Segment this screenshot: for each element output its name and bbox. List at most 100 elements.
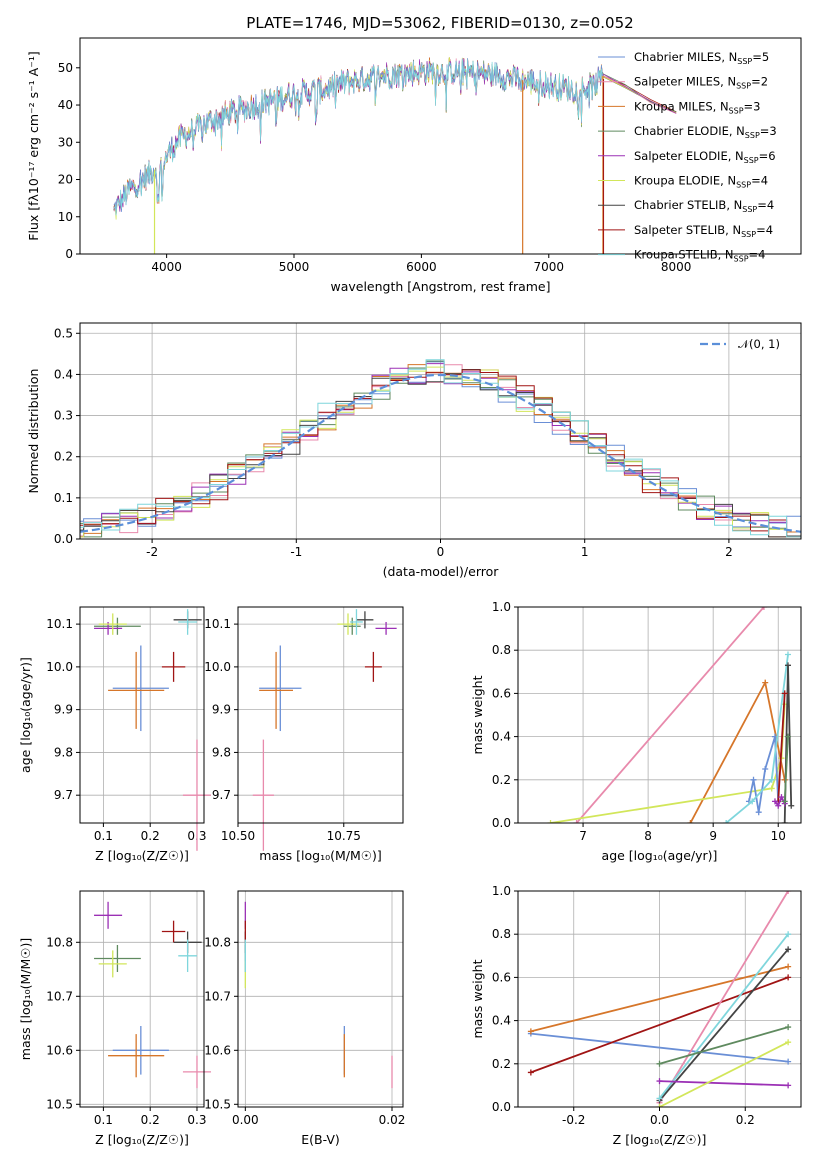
- hist-ytick-label: 0.5: [54, 326, 73, 340]
- hist-ytick-label: 0.2: [54, 450, 73, 464]
- weight-vs-age-marker-kroupa_miles: [687, 820, 694, 823]
- weight-vs-z-xtick-label: 0.2: [736, 1113, 755, 1127]
- hist-steps: [80, 359, 801, 538]
- mass-vs-z-xtick-label: 0.3: [187, 1113, 206, 1127]
- age-vs-z-xtick-label: 0.2: [141, 829, 160, 843]
- legend-label-kroupa_miles: Kroupa MILES, NSSP=3: [634, 99, 760, 115]
- age-vs-z-xlabel: Z [log₁₀(Z/Z☉)]: [95, 848, 189, 863]
- weight-vs-z-marker-salpeter_miles: [785, 891, 792, 894]
- weight-vs-z-ytick-label: 0.4: [492, 1014, 511, 1028]
- weight-vs-age-marker-salpeter_elodie: [775, 802, 782, 809]
- legend-subscript: SSP: [742, 205, 757, 214]
- mass-vs-ebv-ytick-label: 10.8: [204, 935, 231, 949]
- hist-xtick-label: -1: [290, 545, 302, 559]
- weight-vs-age-marker-kroupa_elodie: [768, 785, 775, 792]
- mass-vs-z-ytick-label: 10.8: [46, 935, 73, 949]
- weight-vs-z-line-salpeter_miles: [658, 891, 789, 1104]
- age-vs-z-ytick-label: 10.0: [46, 660, 73, 674]
- weight-vs-age-ylabel: mass weight: [470, 675, 485, 754]
- hist-xlabel: (data-model)/error: [383, 564, 500, 579]
- hist-frame: [79, 322, 802, 540]
- weight-vs-age-frame: [517, 606, 802, 824]
- weight-vs-z-marker-kroupa_elodie: [785, 1039, 792, 1046]
- age-vs-mass-xtick-label: 10.75: [327, 829, 361, 843]
- weight-vs-z-marker-kroupa_stelib: [656, 1095, 663, 1102]
- weight-vs-z-line-kroupa_stelib: [658, 933, 789, 1099]
- age-vs-mass-xlabel: mass [log₁₀(M/M☉)]: [259, 848, 381, 863]
- legend-count: =3: [760, 124, 777, 138]
- hist-ytick-label: 0.4: [54, 367, 73, 381]
- normal-curve: [80, 373, 801, 533]
- legend-count: =4: [751, 174, 768, 188]
- weight-vs-age-marker-salpeter_stelib: [781, 690, 788, 697]
- legend-subscript: SSP: [734, 255, 749, 264]
- weight-vs-age-line-kroupa_elodie: [550, 704, 786, 823]
- weight-vs-z-line-chabrier_elodie: [659, 1026, 789, 1065]
- age-vs-mass-ytick-label: 9.8: [212, 745, 231, 759]
- weight-vs-z-marker-chabrier_elodie: [656, 1060, 663, 1067]
- age-vs-z-ytick-label: 9.9: [54, 703, 73, 717]
- weight-vs-age-xtick-label: 10: [771, 829, 786, 843]
- legend-count: =4: [749, 248, 766, 262]
- weight-vs-age-marker-kroupa_elodie: [547, 820, 554, 823]
- mass-vs-z-xtick-label: 0.2: [141, 1113, 160, 1127]
- weight-vs-z-lines: [527, 891, 792, 1107]
- mass-vs-ebv-ytick-label: 10.5: [204, 1097, 231, 1111]
- legend-subscript: SSP: [741, 230, 756, 239]
- weight-vs-z-marker-chabrier_elodie: [785, 1024, 792, 1031]
- weight-vs-age-marker-kroupa_stelib: [784, 651, 791, 658]
- spectrum-line-kroupa_stelib: [113, 59, 604, 216]
- weight-vs-age-line-salpeter_stelib: [777, 693, 786, 802]
- legend-label-salpeter_stelib: Salpeter STELIB, NSSP=4: [634, 223, 773, 239]
- legend-count: =4: [757, 198, 774, 212]
- weight-vs-age-ytick-label: 0.8: [492, 643, 511, 657]
- legend-subscript: SSP: [736, 82, 751, 91]
- legend-count: =3: [744, 99, 761, 113]
- weight-vs-age-ytick-label: 0.6: [492, 686, 511, 700]
- mass-vs-ebv-ytick-label: 10.6: [204, 1043, 231, 1057]
- weight-vs-z-marker-kroupa_miles: [527, 1028, 534, 1035]
- mass-vs-ebv-frame: [237, 890, 404, 1108]
- weight-vs-z-xtick-label: -0.2: [562, 1113, 585, 1127]
- weight-vs-z-ytick-label: 0.0: [492, 1100, 511, 1114]
- weight-vs-z-marker-salpeter_stelib: [785, 974, 792, 981]
- age-vs-mass-ytick-label: 10.1: [204, 617, 231, 631]
- age-vs-z-ytick-label: 10.1: [46, 617, 73, 631]
- weight-vs-age-xlabel: age [log₁₀(age/yr)]: [602, 848, 718, 863]
- weight-vs-age-marker-salpeter_miles: [573, 820, 580, 823]
- hist-xtick-label: 0: [437, 545, 445, 559]
- mass-vs-z-ylabel: mass [log₁₀(M/M☉)]: [18, 938, 33, 1060]
- mass-vs-z-ytick-label: 10.6: [46, 1043, 73, 1057]
- spectrum-ylabel: Flux [fλ10⁻¹⁷ erg cm⁻² s⁻¹ A⁻¹]: [26, 51, 41, 240]
- legend-label-salpeter_miles: Salpeter MILES, NSSP=2: [634, 75, 768, 91]
- weight-vs-z-marker-kroupa_elodie: [656, 1104, 663, 1107]
- weight-vs-age-marker-chabrier_miles: [750, 776, 757, 783]
- weight-vs-age-marker-chabrier_stelib: [781, 820, 788, 823]
- age-vs-z-ylabel: age [log₁₀(age/yr)]: [18, 657, 33, 773]
- weight-vs-age-line-chabrier_elodie: [783, 736, 789, 802]
- legend-label-chabrier_miles: Chabrier MILES, NSSP=5: [634, 50, 769, 66]
- weight-vs-z-marker-kroupa_stelib: [785, 931, 792, 938]
- weight-vs-z-marker-kroupa_miles: [785, 963, 792, 970]
- hist-ytick-label: 0.1: [54, 491, 73, 505]
- spectrum-ytick-label: 40: [58, 98, 73, 112]
- weight-vs-z-line-kroupa_elodie: [659, 1041, 789, 1107]
- weight-vs-age-marker-chabrier_stelib: [788, 802, 795, 809]
- spectrum-ytick-label: 50: [58, 61, 73, 75]
- spectrum-xtick-label: 6000: [406, 260, 437, 274]
- plots: 4000 5000 6000 7000 800001020304050wavelengt…: [18, 37, 802, 1147]
- weight-vs-age-marker-chabrier_miles: [762, 766, 769, 772]
- weight-vs-age-ytick-label: 1.0: [492, 600, 511, 614]
- legend-label-kroupa_elodie: Kroupa ELODIE, NSSP=4: [634, 174, 768, 190]
- weight-vs-age-line-kroupa_stelib: [725, 654, 789, 823]
- hist-step-kroupa_stelib: [80, 359, 801, 538]
- spectrum-xtick-label: 8000: [661, 260, 692, 274]
- weight-vs-z-line-salpeter_stelib: [530, 976, 789, 1074]
- legend-count: =2: [751, 75, 768, 89]
- weight-vs-age-line-salpeter_miles: [575, 607, 765, 823]
- legend-subscript: SSP: [729, 106, 744, 115]
- weight-vs-z-ytick-label: 0.6: [492, 970, 511, 984]
- legend-count: =6: [759, 149, 776, 163]
- weight-vs-z-ytick-label: 0.8: [492, 927, 511, 941]
- legend-normal-label: 𝒩(0, 1): [738, 337, 780, 351]
